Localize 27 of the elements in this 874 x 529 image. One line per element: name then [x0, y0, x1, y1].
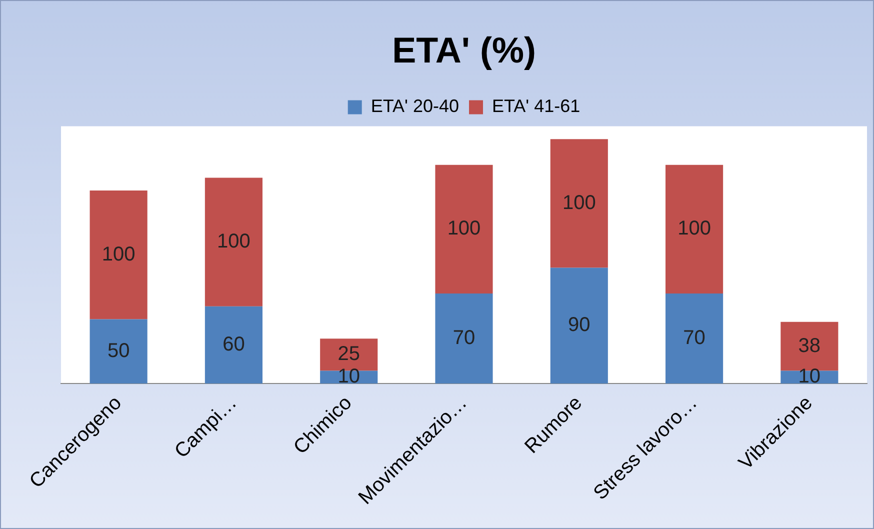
chart-title: ETA' (%) [392, 30, 536, 71]
data-label: 70 [452, 327, 476, 350]
data-label: 90 [568, 314, 590, 336]
bar [666, 294, 724, 384]
legend-label: ETA' 41-61 [492, 96, 580, 116]
legend-label: ETA' 20-40 [370, 96, 460, 116]
bar [90, 319, 148, 384]
data-label: 100 [217, 230, 250, 253]
bar [435, 164, 493, 294]
data-label: 70 [683, 327, 706, 350]
data-label: 100 [678, 218, 711, 240]
data-label: 100 [102, 243, 136, 266]
bar [550, 139, 608, 268]
bar [550, 268, 608, 384]
bar [435, 294, 493, 384]
bar [204, 306, 262, 384]
data-label: 100 [562, 192, 596, 214]
bar [90, 190, 148, 320]
bar [204, 178, 262, 306]
data-label: 100 [447, 218, 481, 240]
data-label: 50 [107, 340, 130, 362]
data-label: 38 [798, 334, 821, 357]
data-label: 25 [338, 343, 360, 366]
data-label: 10 [338, 366, 360, 388]
bar [666, 164, 724, 294]
data-label: 60 [222, 334, 245, 356]
data-label: 10 [798, 366, 821, 388]
